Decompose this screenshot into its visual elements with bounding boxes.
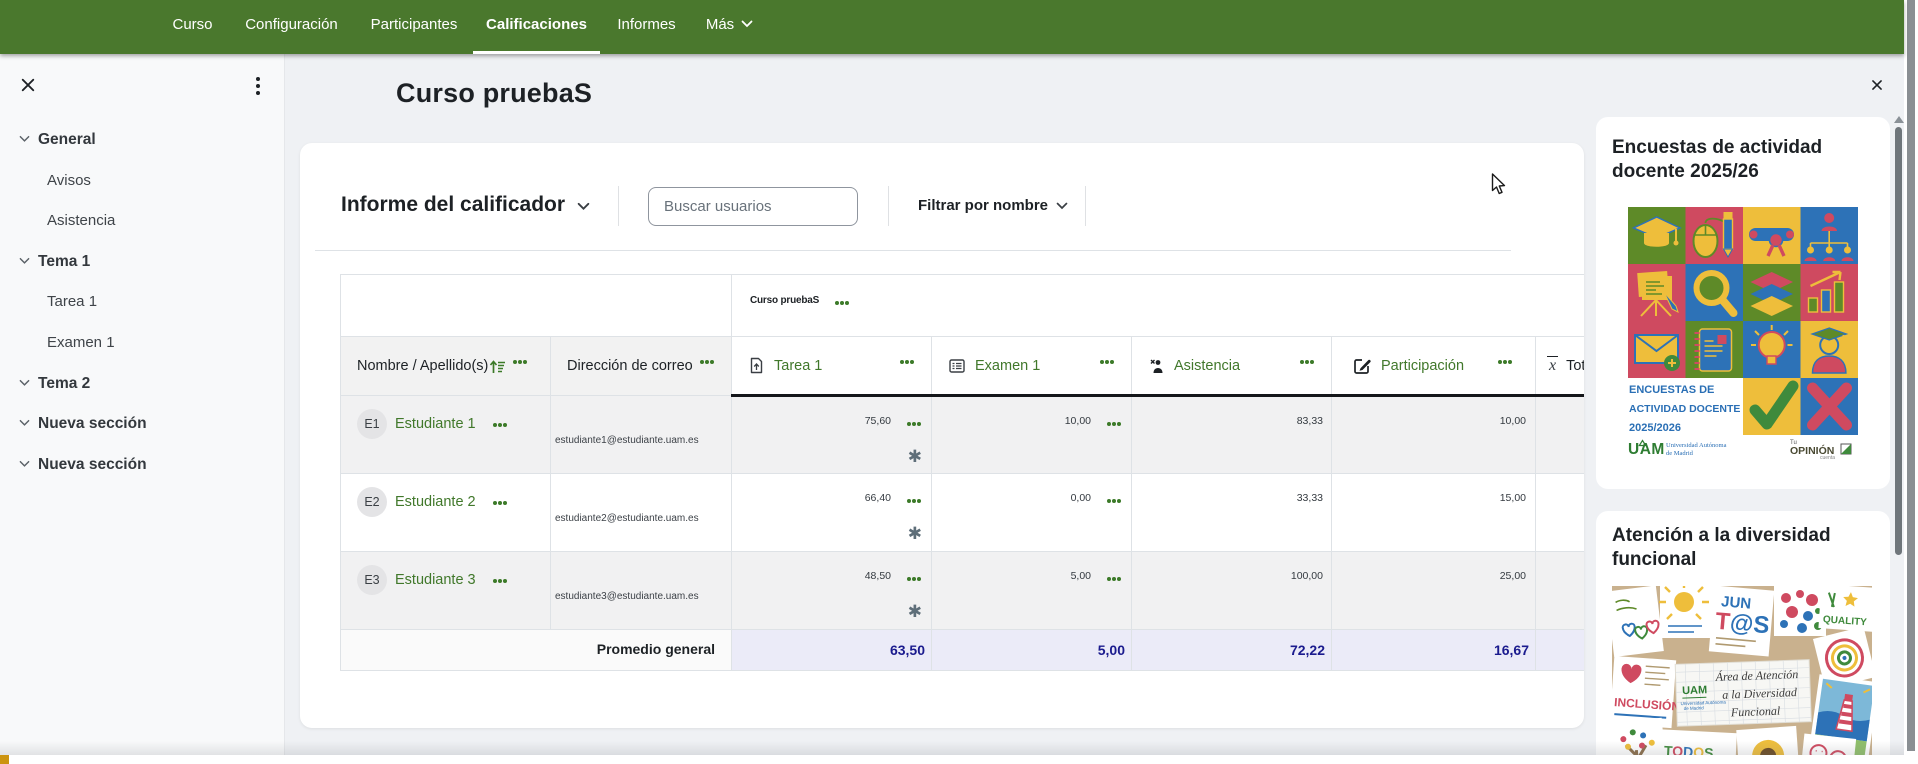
svg-text:cuenta: cuenta (1820, 455, 1835, 459)
svg-text:INCLUSIÓN: INCLUSIÓN (1614, 694, 1681, 714)
svg-text:Área de Atención: Área de Atención (1714, 667, 1798, 684)
svg-text:Universidad Autónoma: Universidad Autónoma (1680, 700, 1726, 707)
svg-text:JUN: JUN (1720, 593, 1751, 613)
svg-text:Tu: Tu (1790, 440, 1797, 446)
svg-text:OPINIÓN: OPINIÓN (1790, 444, 1834, 457)
svg-text:de Madrid: de Madrid (1666, 450, 1694, 457)
svg-text:QUALITY: QUALITY (1823, 614, 1868, 628)
svg-text:UAM: UAM (1682, 684, 1707, 697)
svg-text:de Madrid: de Madrid (1684, 705, 1705, 711)
svg-text:2025/2026: 2025/2026 (1629, 422, 1681, 434)
svg-text:a la Diversidad: a la Diversidad (1722, 685, 1798, 702)
svg-text:ACTIVIDAD DOCENTE: ACTIVIDAD DOCENTE (1629, 403, 1740, 415)
svg-text:Universidad Autónoma: Universidad Autónoma (1666, 442, 1727, 449)
svg-text:Funcional: Funcional (1730, 704, 1781, 720)
svg-text:T@S: T@S (1714, 608, 1770, 640)
svg-text:ENCUESTAS DE: ENCUESTAS DE (1629, 384, 1714, 396)
svg-text:UAM: UAM (1628, 441, 1665, 458)
